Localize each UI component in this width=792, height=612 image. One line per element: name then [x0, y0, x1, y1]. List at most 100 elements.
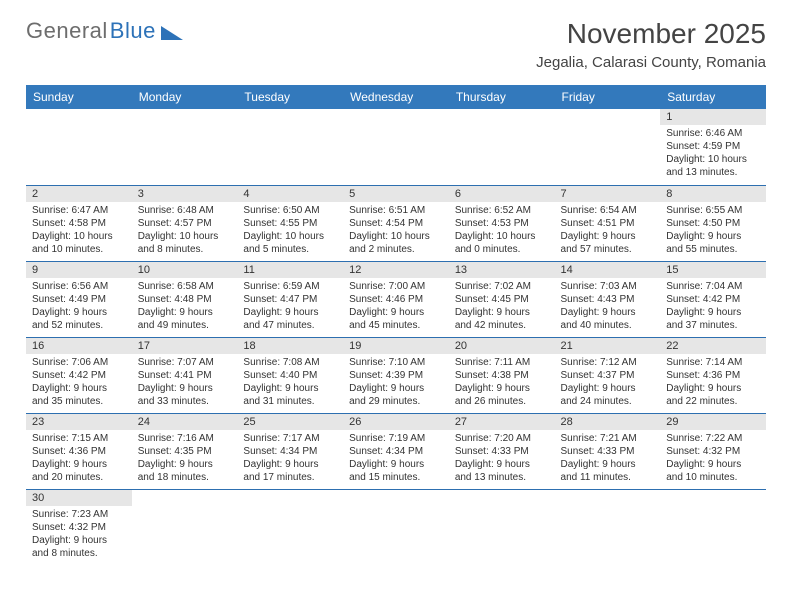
calendar-day-cell: 4Sunrise: 6:50 AMSunset: 4:55 PMDaylight…	[237, 185, 343, 261]
day-number: 26	[343, 414, 449, 430]
title-block: November 2025 Jegalia, Calarasi County, …	[536, 18, 766, 71]
day-body: Sunrise: 6:54 AMSunset: 4:51 PMDaylight:…	[555, 202, 661, 260]
calendar-table: SundayMondayTuesdayWednesdayThursdayFrid…	[26, 85, 766, 565]
sunset-text: Sunset: 4:32 PM	[666, 445, 760, 458]
calendar-empty-cell	[555, 109, 661, 185]
day-body: Sunrise: 7:15 AMSunset: 4:36 PMDaylight:…	[26, 430, 132, 488]
day-body: Sunrise: 7:19 AMSunset: 4:34 PMDaylight:…	[343, 430, 449, 488]
daylight-text: Daylight: 9 hours and 15 minutes.	[349, 458, 443, 484]
daylight-text: Daylight: 9 hours and 10 minutes.	[666, 458, 760, 484]
logo-triangle-icon	[161, 26, 183, 40]
day-number: 14	[555, 262, 661, 278]
day-body: Sunrise: 7:08 AMSunset: 4:40 PMDaylight:…	[237, 354, 343, 412]
day-body: Sunrise: 7:04 AMSunset: 4:42 PMDaylight:…	[660, 278, 766, 336]
weekday-header: Sunday	[26, 85, 132, 109]
calendar-week-row: 30Sunrise: 7:23 AMSunset: 4:32 PMDayligh…	[26, 489, 766, 565]
calendar-day-cell: 9Sunrise: 6:56 AMSunset: 4:49 PMDaylight…	[26, 261, 132, 337]
day-number: 17	[132, 338, 238, 354]
day-body: Sunrise: 6:51 AMSunset: 4:54 PMDaylight:…	[343, 202, 449, 260]
day-body: Sunrise: 7:14 AMSunset: 4:36 PMDaylight:…	[660, 354, 766, 412]
day-body: Sunrise: 7:10 AMSunset: 4:39 PMDaylight:…	[343, 354, 449, 412]
sunrise-text: Sunrise: 6:55 AM	[666, 204, 760, 217]
sunrise-text: Sunrise: 6:54 AM	[561, 204, 655, 217]
sunrise-text: Sunrise: 7:14 AM	[666, 356, 760, 369]
day-number: 9	[26, 262, 132, 278]
day-number: 28	[555, 414, 661, 430]
daylight-text: Daylight: 9 hours and 20 minutes.	[32, 458, 126, 484]
calendar-day-cell: 1Sunrise: 6:46 AMSunset: 4:59 PMDaylight…	[660, 109, 766, 185]
day-number: 8	[660, 186, 766, 202]
sunset-text: Sunset: 4:55 PM	[243, 217, 337, 230]
weekday-header: Saturday	[660, 85, 766, 109]
weekday-header: Wednesday	[343, 85, 449, 109]
weekday-header: Tuesday	[237, 85, 343, 109]
day-body: Sunrise: 7:11 AMSunset: 4:38 PMDaylight:…	[449, 354, 555, 412]
calendar-week-row: 16Sunrise: 7:06 AMSunset: 4:42 PMDayligh…	[26, 337, 766, 413]
calendar-empty-cell	[132, 109, 238, 185]
sunset-text: Sunset: 4:47 PM	[243, 293, 337, 306]
sunrise-text: Sunrise: 7:07 AM	[138, 356, 232, 369]
day-number: 12	[343, 262, 449, 278]
calendar-day-cell: 15Sunrise: 7:04 AMSunset: 4:42 PMDayligh…	[660, 261, 766, 337]
calendar-day-cell: 2Sunrise: 6:47 AMSunset: 4:58 PMDaylight…	[26, 185, 132, 261]
sunrise-text: Sunrise: 7:10 AM	[349, 356, 443, 369]
calendar-empty-cell	[237, 489, 343, 565]
daylight-text: Daylight: 9 hours and 8 minutes.	[32, 534, 126, 560]
sunrise-text: Sunrise: 6:56 AM	[32, 280, 126, 293]
day-body: Sunrise: 6:55 AMSunset: 4:50 PMDaylight:…	[660, 202, 766, 260]
calendar-day-cell: 28Sunrise: 7:21 AMSunset: 4:33 PMDayligh…	[555, 413, 661, 489]
daylight-text: Daylight: 9 hours and 47 minutes.	[243, 306, 337, 332]
daylight-text: Daylight: 9 hours and 29 minutes.	[349, 382, 443, 408]
day-number: 11	[237, 262, 343, 278]
sunset-text: Sunset: 4:45 PM	[455, 293, 549, 306]
daylight-text: Daylight: 9 hours and 31 minutes.	[243, 382, 337, 408]
day-number: 2	[26, 186, 132, 202]
daylight-text: Daylight: 9 hours and 22 minutes.	[666, 382, 760, 408]
daylight-text: Daylight: 9 hours and 35 minutes.	[32, 382, 126, 408]
day-number: 1	[660, 109, 766, 125]
daylight-text: Daylight: 9 hours and 26 minutes.	[455, 382, 549, 408]
month-year: November 2025	[536, 18, 766, 50]
sunset-text: Sunset: 4:37 PM	[561, 369, 655, 382]
day-body: Sunrise: 7:03 AMSunset: 4:43 PMDaylight:…	[555, 278, 661, 336]
daylight-text: Daylight: 9 hours and 11 minutes.	[561, 458, 655, 484]
logo: GeneralBlue	[26, 18, 183, 44]
daylight-text: Daylight: 9 hours and 17 minutes.	[243, 458, 337, 484]
day-body: Sunrise: 6:58 AMSunset: 4:48 PMDaylight:…	[132, 278, 238, 336]
calendar-week-row: 2Sunrise: 6:47 AMSunset: 4:58 PMDaylight…	[26, 185, 766, 261]
calendar-day-cell: 7Sunrise: 6:54 AMSunset: 4:51 PMDaylight…	[555, 185, 661, 261]
day-number: 22	[660, 338, 766, 354]
sunrise-text: Sunrise: 7:02 AM	[455, 280, 549, 293]
day-number: 18	[237, 338, 343, 354]
day-body: Sunrise: 7:00 AMSunset: 4:46 PMDaylight:…	[343, 278, 449, 336]
sunset-text: Sunset: 4:41 PM	[138, 369, 232, 382]
calendar-day-cell: 22Sunrise: 7:14 AMSunset: 4:36 PMDayligh…	[660, 337, 766, 413]
sunrise-text: Sunrise: 6:51 AM	[349, 204, 443, 217]
sunset-text: Sunset: 4:54 PM	[349, 217, 443, 230]
sunset-text: Sunset: 4:58 PM	[32, 217, 126, 230]
calendar-day-cell: 5Sunrise: 6:51 AMSunset: 4:54 PMDaylight…	[343, 185, 449, 261]
day-body: Sunrise: 7:22 AMSunset: 4:32 PMDaylight:…	[660, 430, 766, 488]
sunrise-text: Sunrise: 7:00 AM	[349, 280, 443, 293]
sunrise-text: Sunrise: 7:12 AM	[561, 356, 655, 369]
day-body: Sunrise: 7:06 AMSunset: 4:42 PMDaylight:…	[26, 354, 132, 412]
sunset-text: Sunset: 4:40 PM	[243, 369, 337, 382]
day-number: 13	[449, 262, 555, 278]
sunset-text: Sunset: 4:48 PM	[138, 293, 232, 306]
calendar-week-row: 1Sunrise: 6:46 AMSunset: 4:59 PMDaylight…	[26, 109, 766, 185]
day-number: 20	[449, 338, 555, 354]
calendar-empty-cell	[237, 109, 343, 185]
daylight-text: Daylight: 10 hours and 8 minutes.	[138, 230, 232, 256]
day-number: 16	[26, 338, 132, 354]
sunset-text: Sunset: 4:49 PM	[32, 293, 126, 306]
calendar-day-cell: 21Sunrise: 7:12 AMSunset: 4:37 PMDayligh…	[555, 337, 661, 413]
day-body: Sunrise: 6:48 AMSunset: 4:57 PMDaylight:…	[132, 202, 238, 260]
sunset-text: Sunset: 4:46 PM	[349, 293, 443, 306]
sunrise-text: Sunrise: 7:04 AM	[666, 280, 760, 293]
daylight-text: Daylight: 9 hours and 57 minutes.	[561, 230, 655, 256]
day-number: 29	[660, 414, 766, 430]
day-body: Sunrise: 6:59 AMSunset: 4:47 PMDaylight:…	[237, 278, 343, 336]
sunrise-text: Sunrise: 6:50 AM	[243, 204, 337, 217]
sunset-text: Sunset: 4:32 PM	[32, 521, 126, 534]
calendar-day-cell: 11Sunrise: 6:59 AMSunset: 4:47 PMDayligh…	[237, 261, 343, 337]
